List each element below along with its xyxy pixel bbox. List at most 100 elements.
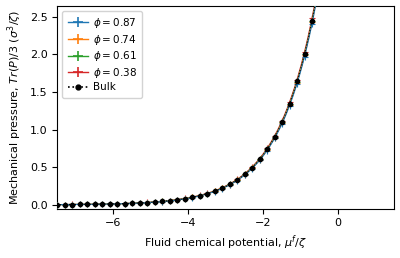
Bulk — [220, 187, 224, 190]
$\phi = 0.74$ — [302, 54, 307, 57]
$\phi = 0.61$ — [145, 201, 150, 204]
$\phi = 0.38$ — [205, 192, 210, 195]
$\phi = 0.38$ — [70, 203, 74, 206]
$\phi = 0.61$ — [152, 200, 157, 204]
$\phi = 0.38$ — [265, 147, 270, 150]
Legend: $\phi = 0.87$, $\phi = 0.74$, $\phi = 0.61$, $\phi = 0.38$, Bulk: $\phi = 0.87$, $\phi = 0.74$, $\phi = 0.… — [62, 11, 142, 98]
$\phi = 0.74$ — [257, 158, 262, 162]
$\phi = 0.74$ — [77, 203, 82, 206]
$\phi = 0.61$ — [205, 192, 210, 195]
$\phi = 0.87$ — [310, 22, 314, 25]
$\phi = 0.61$ — [115, 202, 120, 205]
$\phi = 0.87$ — [242, 174, 247, 177]
$\phi = 0.74$ — [242, 173, 247, 176]
$\phi = 0.87$ — [250, 167, 254, 170]
Bulk — [197, 194, 202, 197]
$\phi = 0.87$ — [182, 197, 187, 200]
$\phi = 0.61$ — [107, 203, 112, 206]
Bulk — [55, 203, 60, 206]
$\phi = 0.87$ — [122, 202, 127, 205]
Y-axis label: Mechanical pressure, $Tr(P)/3$ ($\sigma^3/\zeta$): Mechanical pressure, $Tr(P)/3$ ($\sigma^… — [6, 10, 24, 205]
$\phi = 0.87$ — [175, 198, 180, 201]
$\phi = 0.61$ — [212, 190, 217, 193]
$\phi = 0.61$ — [100, 203, 104, 206]
$\phi = 0.87$ — [272, 137, 277, 140]
$\phi = 0.87$ — [265, 149, 270, 152]
$\phi = 0.61$ — [182, 197, 187, 200]
$\phi = 0.38$ — [160, 200, 164, 203]
$\phi = 0.38$ — [152, 200, 157, 204]
$\phi = 0.87$ — [287, 104, 292, 107]
$\phi = 0.61$ — [227, 183, 232, 186]
Line: $\phi = 0.74$: $\phi = 0.74$ — [54, 0, 390, 208]
Bulk — [310, 19, 314, 22]
$\phi = 0.61$ — [235, 178, 240, 181]
$\phi = 0.38$ — [250, 165, 254, 168]
$\phi = 0.38$ — [182, 197, 187, 200]
$\phi = 0.74$ — [70, 203, 74, 206]
$\phi = 0.38$ — [272, 134, 277, 138]
$\phi = 0.87$ — [227, 183, 232, 187]
$\phi = 0.74$ — [205, 192, 210, 195]
$\phi = 0.38$ — [242, 172, 247, 175]
$\phi = 0.61$ — [55, 203, 60, 206]
$\phi = 0.87$ — [115, 202, 120, 205]
$\phi = 0.61$ — [197, 194, 202, 197]
Bulk — [130, 202, 134, 205]
$\phi = 0.61$ — [280, 120, 284, 124]
$\phi = 0.38$ — [55, 203, 60, 206]
$\phi = 0.38$ — [137, 201, 142, 204]
X-axis label: Fluid chemical potential, $\mu^f/\zeta$: Fluid chemical potential, $\mu^f/\zeta$ — [144, 234, 308, 252]
$\phi = 0.87$ — [220, 187, 224, 190]
Bulk — [122, 202, 127, 205]
$\phi = 0.61$ — [310, 19, 314, 22]
$\phi = 0.61$ — [265, 148, 270, 151]
$\phi = 0.61$ — [242, 173, 247, 176]
$\phi = 0.38$ — [85, 203, 90, 206]
$\phi = 0.38$ — [167, 199, 172, 202]
$\phi = 0.74$ — [220, 187, 224, 190]
$\phi = 0.87$ — [62, 203, 67, 206]
$\phi = 0.74$ — [152, 200, 157, 204]
$\phi = 0.74$ — [272, 136, 277, 139]
Bulk — [272, 135, 277, 139]
Line: $\phi = 0.61$: $\phi = 0.61$ — [54, 0, 390, 208]
$\phi = 0.38$ — [77, 203, 82, 206]
$\phi = 0.87$ — [77, 203, 82, 206]
$\phi = 0.38$ — [100, 203, 104, 206]
$\phi = 0.61$ — [302, 53, 307, 56]
$\phi = 0.74$ — [167, 199, 172, 202]
$\phi = 0.38$ — [92, 203, 97, 206]
$\phi = 0.38$ — [295, 78, 300, 81]
Bulk — [280, 120, 284, 124]
$\phi = 0.38$ — [280, 119, 284, 122]
$\phi = 0.87$ — [130, 202, 134, 205]
$\phi = 0.87$ — [235, 179, 240, 182]
$\phi = 0.87$ — [55, 203, 60, 206]
Bulk — [152, 200, 157, 204]
$\phi = 0.74$ — [310, 21, 314, 24]
Bulk — [295, 80, 300, 83]
Bulk — [70, 203, 74, 206]
Bulk — [175, 198, 180, 201]
$\phi = 0.74$ — [280, 122, 284, 125]
$\phi = 0.74$ — [295, 81, 300, 84]
$\phi = 0.74$ — [92, 203, 97, 206]
$\phi = 0.38$ — [175, 198, 180, 201]
Bulk — [265, 148, 270, 151]
$\phi = 0.87$ — [145, 201, 150, 204]
Bulk — [287, 102, 292, 105]
Bulk — [205, 192, 210, 195]
Bulk — [160, 200, 164, 203]
$\phi = 0.74$ — [190, 196, 194, 199]
$\phi = 0.61$ — [287, 102, 292, 106]
$\phi = 0.74$ — [287, 103, 292, 106]
$\phi = 0.38$ — [197, 194, 202, 197]
$\phi = 0.74$ — [145, 201, 150, 204]
$\phi = 0.61$ — [137, 201, 142, 205]
$\phi = 0.61$ — [167, 199, 172, 202]
Bulk — [227, 183, 232, 186]
Bulk — [85, 203, 90, 206]
$\phi = 0.74$ — [100, 203, 104, 206]
$\phi = 0.38$ — [145, 201, 150, 204]
